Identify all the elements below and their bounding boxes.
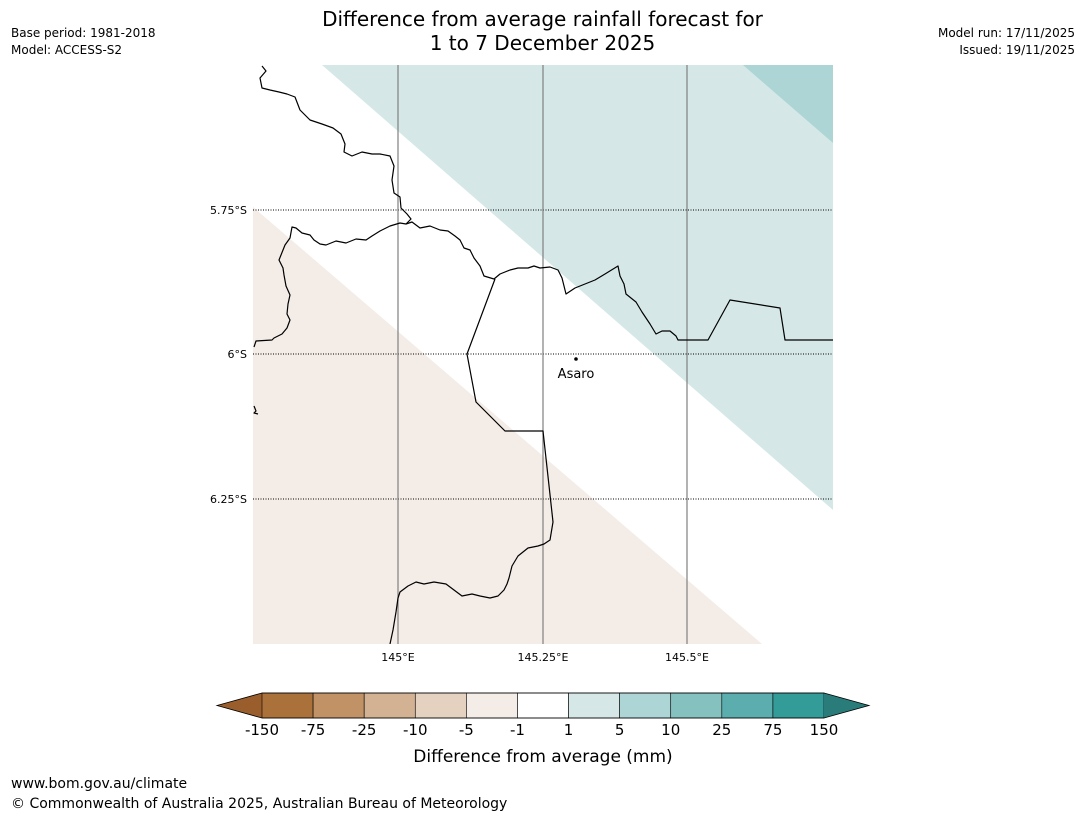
lat-labels: 5.75°S 6°S 6.25°S (210, 204, 247, 506)
town-label: Asaro (558, 367, 595, 382)
rain-band-minus5-to-minus1mm (253, 207, 762, 644)
colorbar-tick-label: -150 (245, 721, 279, 739)
colorbar-cell (363, 692, 416, 719)
colorbar-tick-label: -5 (459, 721, 474, 739)
map-title: Difference from average rainfall forecas… (0, 7, 1085, 55)
lon-label: 145.5°E (665, 651, 709, 664)
colorbar-label: Difference from average (mm) (413, 747, 672, 767)
metadata-right: Model run: 17/11/2025 Issued: 19/11/2025 (938, 25, 1075, 59)
rain-band-5-to-10mm (743, 65, 833, 143)
colorbar-cell (414, 692, 467, 719)
title-line-1: Difference from average rainfall forecas… (322, 7, 763, 31)
colorbar-cell (568, 692, 620, 719)
colorbar-cell (466, 692, 518, 719)
model-run: Model run: 17/11/2025 (937, 26, 1075, 40)
colorbar-tick-labels: -150 -75 -25 -10 -5 -1 1 5 10 25 75 150 (245, 721, 838, 739)
model-name: Model: ACCESS-S2 (11, 43, 123, 57)
colorbar-outline (215, 692, 871, 719)
footer-copyright: © Commonwealth of Australia 2025, Austra… (11, 796, 508, 812)
lon-labels: 145°E 145.25°E 145.5°E (381, 651, 709, 664)
base-period: Base period: 1981-2018 (11, 26, 156, 40)
metadata-left: Base period: 1981-2018 Model: ACCESS-S2 (11, 25, 156, 59)
colorbar-cell (721, 692, 774, 719)
colorbar-tick-label: -1 (510, 721, 525, 739)
lon-label: 145°E (381, 651, 414, 664)
colorbar-cell (772, 692, 825, 719)
lat-label: 6.25°S (210, 493, 247, 506)
province-boundaries (253, 65, 833, 644)
boundary-east (405, 221, 833, 341)
colorbar-tick-label: 10 (661, 721, 680, 739)
lat-label: 5.75°S (210, 204, 247, 217)
boundary-central (389, 278, 554, 644)
colorbar-cell (517, 692, 569, 719)
title-line-2: 1 to 7 December 2025 (429, 31, 656, 55)
colorbar-cells (261, 692, 825, 719)
colorbar-tick-label: 25 (712, 721, 731, 739)
lat-label: 6°S (228, 348, 247, 361)
colorbar-tick-label: -75 (301, 721, 326, 739)
colorbar-cell (619, 692, 672, 719)
colorbar-high-extension (824, 693, 869, 718)
map-area (253, 65, 833, 644)
colorbar-low-extension (217, 693, 262, 718)
colorbar-cell (261, 692, 314, 719)
colorbar-tick-label: -25 (352, 721, 377, 739)
colorbar-tick-label: 75 (763, 721, 782, 739)
boundary-north (253, 65, 412, 348)
colorbar-tick-label: -10 (403, 721, 428, 739)
lon-label: 145.25°E (518, 651, 569, 664)
town-marker (574, 357, 578, 361)
colorbar-legend: -150 -75 -25 -10 -5 -1 1 5 10 25 75 150 Difference … (215, 692, 871, 767)
colorbar-cell (312, 692, 365, 719)
colorbar-cell (670, 692, 723, 719)
colorbar-tick-label: 5 (615, 721, 625, 739)
issued-date: Issued: 19/11/2025 (959, 43, 1075, 57)
colorbar-tick-label: 150 (810, 721, 839, 739)
footer-url[interactable]: www.bom.gov.au/climate (11, 776, 188, 792)
boundary-west-fragment (253, 405, 259, 415)
colorbar-tick-label: 1 (564, 721, 574, 739)
